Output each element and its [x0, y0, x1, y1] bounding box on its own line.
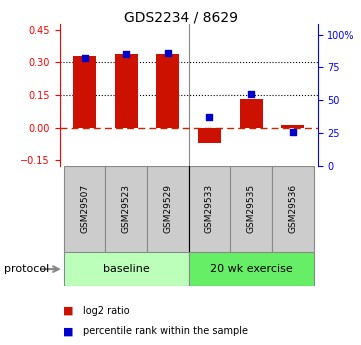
Text: percentile rank within the sample: percentile rank within the sample: [83, 326, 248, 336]
Bar: [73, 56, 96, 128]
Bar: [198, 128, 221, 143]
Bar: [281, 125, 304, 128]
Point: [165, 50, 171, 56]
Bar: [147, 166, 189, 252]
Bar: [156, 53, 179, 128]
Text: GSM29529: GSM29529: [163, 184, 172, 233]
Bar: [272, 166, 313, 252]
Text: baseline: baseline: [103, 264, 149, 274]
Bar: [64, 252, 189, 286]
Point: [123, 51, 129, 57]
Point: [248, 91, 254, 96]
Point: [290, 129, 296, 134]
Text: GSM29535: GSM29535: [247, 184, 256, 233]
Text: log2 ratio: log2 ratio: [83, 306, 130, 315]
Bar: [230, 166, 272, 252]
Bar: [189, 166, 230, 252]
Bar: [64, 166, 105, 252]
Bar: [115, 53, 138, 128]
Bar: [240, 99, 262, 128]
Text: 20 wk exercise: 20 wk exercise: [210, 264, 292, 274]
Text: GSM29536: GSM29536: [288, 184, 297, 233]
Text: GDS2234 / 8629: GDS2234 / 8629: [123, 10, 238, 24]
Point: [206, 115, 212, 120]
Text: ■: ■: [63, 306, 74, 315]
Point: [82, 56, 87, 61]
Text: GSM29533: GSM29533: [205, 184, 214, 233]
Text: protocol: protocol: [4, 264, 49, 274]
Bar: [189, 252, 313, 286]
Text: GSM29523: GSM29523: [122, 184, 131, 233]
Text: ■: ■: [63, 326, 74, 336]
Bar: [105, 166, 147, 252]
Text: GSM29507: GSM29507: [80, 184, 89, 233]
